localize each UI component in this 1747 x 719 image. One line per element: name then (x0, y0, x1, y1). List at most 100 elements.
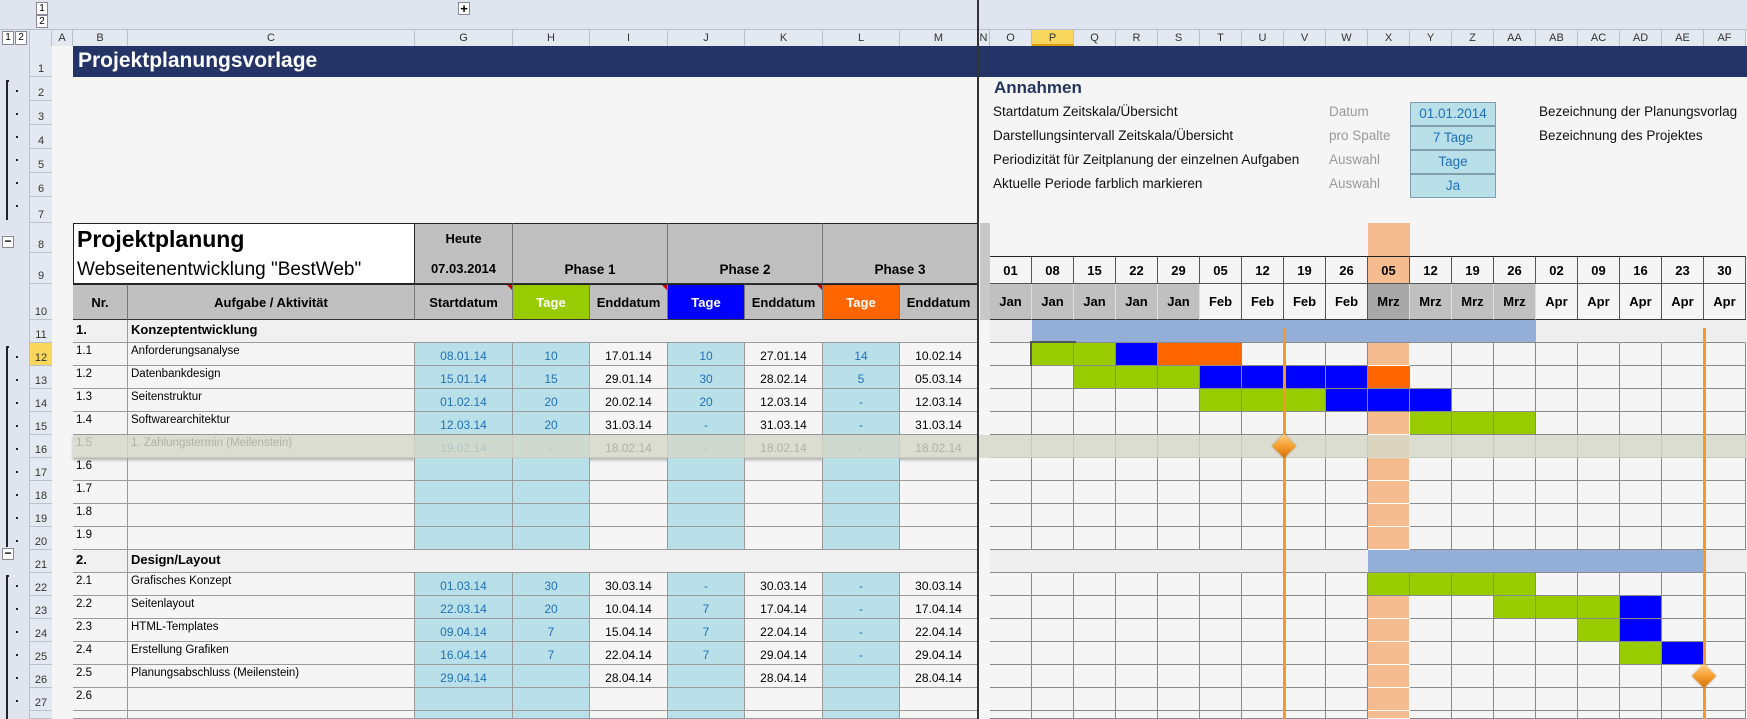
gantt-cell[interactable] (1704, 642, 1746, 665)
days-cell[interactable] (513, 481, 590, 504)
gantt-cell[interactable] (1284, 619, 1326, 642)
gantt-cell[interactable] (1074, 504, 1116, 527)
gantt-cell[interactable] (1242, 527, 1284, 550)
gantt-cell[interactable] (1368, 504, 1410, 527)
gantt-cell[interactable] (1158, 412, 1200, 435)
task-name[interactable] (128, 504, 415, 527)
gantt-cell[interactable] (1704, 343, 1746, 366)
days-cell[interactable]: 14 (823, 343, 900, 366)
gantt-cell[interactable] (1410, 642, 1452, 665)
column-header-Y[interactable]: Y (1410, 30, 1452, 46)
start-date-cell[interactable]: 01.02.14 (415, 389, 513, 412)
gantt-cell[interactable] (1030, 341, 1076, 368)
days-cell[interactable]: 20 (668, 389, 745, 412)
gantt-cell[interactable] (1452, 619, 1494, 642)
gantt-cell[interactable] (1494, 389, 1536, 412)
gantt-cell[interactable] (990, 389, 1032, 412)
gantt-cell[interactable] (1074, 481, 1116, 504)
gantt-cell[interactable] (1494, 573, 1536, 596)
gantt-cell[interactable] (1578, 412, 1620, 435)
gantt-cell[interactable] (1200, 711, 1242, 719)
gantt-cell[interactable] (1704, 527, 1746, 550)
gantt-cell[interactable] (1620, 573, 1662, 596)
gantt-cell[interactable] (1410, 504, 1452, 527)
gantt-cell[interactable] (990, 458, 1032, 481)
gantt-cell[interactable] (1074, 366, 1116, 389)
days-cell[interactable]: - (823, 412, 900, 435)
gantt-cell[interactable] (1032, 366, 1074, 389)
gantt-cell[interactable] (1620, 504, 1662, 527)
gantt-cell[interactable] (1410, 527, 1452, 550)
gantt-cell[interactable] (1242, 711, 1284, 719)
gantt-cell[interactable] (1452, 642, 1494, 665)
column-header-P[interactable]: P (1032, 30, 1074, 46)
gantt-cell[interactable] (1662, 320, 1704, 343)
gantt-cell[interactable] (1200, 573, 1242, 596)
days-cell[interactable] (513, 458, 590, 481)
gantt-cell[interactable] (1620, 527, 1662, 550)
column-header-U[interactable]: U (1242, 30, 1284, 46)
gantt-cell[interactable] (1242, 389, 1284, 412)
gantt-cell[interactable] (1536, 665, 1578, 688)
gantt-cell[interactable] (1242, 481, 1284, 504)
days-cell[interactable]: 10 (513, 343, 590, 366)
gantt-cell[interactable] (1116, 504, 1158, 527)
gantt-cell[interactable] (1284, 343, 1326, 366)
gantt-cell[interactable] (1536, 711, 1578, 719)
gantt-cell[interactable] (990, 665, 1032, 688)
summary-bar-segment[interactable] (1032, 320, 1074, 343)
column-header-T[interactable]: T (1200, 30, 1242, 46)
gantt-cell[interactable] (1536, 343, 1578, 366)
days-cell[interactable] (668, 458, 745, 481)
gantt-cell[interactable] (1452, 665, 1494, 688)
task-name[interactable]: Seitenlayout (128, 596, 415, 619)
gantt-cell[interactable] (1410, 389, 1452, 412)
gantt-cell[interactable] (1032, 665, 1074, 688)
gantt-cell[interactable] (1116, 619, 1158, 642)
summary-bar-segment[interactable] (1536, 550, 1578, 573)
column-header-R[interactable]: R (1116, 30, 1158, 46)
task-name[interactable]: Softwarearchitektur (128, 412, 415, 435)
gantt-cell[interactable] (1116, 389, 1158, 412)
gantt-cell[interactable] (1158, 688, 1200, 711)
gantt-cell[interactable] (1326, 366, 1368, 389)
start-date-cell[interactable] (415, 481, 513, 504)
gantt-cell[interactable] (1704, 711, 1746, 719)
gantt-cell[interactable] (1326, 619, 1368, 642)
start-date-cell[interactable]: 29.04.14 (415, 665, 513, 688)
row-header-3[interactable]: 3 (30, 101, 52, 125)
gantt-cell[interactable] (1116, 573, 1158, 596)
start-date-cell[interactable] (415, 458, 513, 481)
gantt-cell[interactable] (1074, 343, 1116, 366)
task-name[interactable]: HTML-Templates (128, 619, 415, 642)
gantt-cell[interactable] (1284, 366, 1326, 389)
gantt-cell[interactable] (1032, 642, 1074, 665)
gantt-cell[interactable] (1158, 343, 1200, 366)
summary-bar-segment[interactable] (1494, 550, 1536, 573)
days-cell[interactable] (668, 481, 745, 504)
gantt-cell[interactable] (1284, 458, 1326, 481)
gantt-cell[interactable] (1410, 343, 1452, 366)
gantt-cell[interactable] (1242, 596, 1284, 619)
gantt-cell[interactable] (1662, 366, 1704, 389)
gantt-cell[interactable] (1536, 619, 1578, 642)
gantt-cell[interactable] (1536, 366, 1578, 389)
gantt-cell[interactable] (990, 573, 1032, 596)
gantt-cell[interactable] (1116, 550, 1158, 573)
row-header-12[interactable]: 12 (30, 343, 52, 366)
gantt-cell[interactable] (1620, 619, 1662, 642)
task-name[interactable] (128, 527, 415, 550)
task-name[interactable]: Planungsabschluss (Meilenstein) (128, 665, 415, 688)
row-header-25[interactable]: 25 (30, 642, 52, 665)
gantt-cell[interactable] (1200, 619, 1242, 642)
gantt-cell[interactable] (1620, 596, 1662, 619)
row-header-8[interactable]: 8 (30, 223, 52, 253)
column-header-J[interactable]: J (668, 30, 745, 46)
summary-bar-segment[interactable] (1200, 320, 1242, 343)
days-cell[interactable] (823, 527, 900, 550)
gantt-cell[interactable] (1284, 504, 1326, 527)
gantt-cell[interactable] (1704, 573, 1746, 596)
gantt-cell[interactable] (1662, 642, 1704, 665)
column-header-AC[interactable]: AC (1578, 30, 1620, 46)
gantt-cell[interactable] (1032, 550, 1074, 573)
